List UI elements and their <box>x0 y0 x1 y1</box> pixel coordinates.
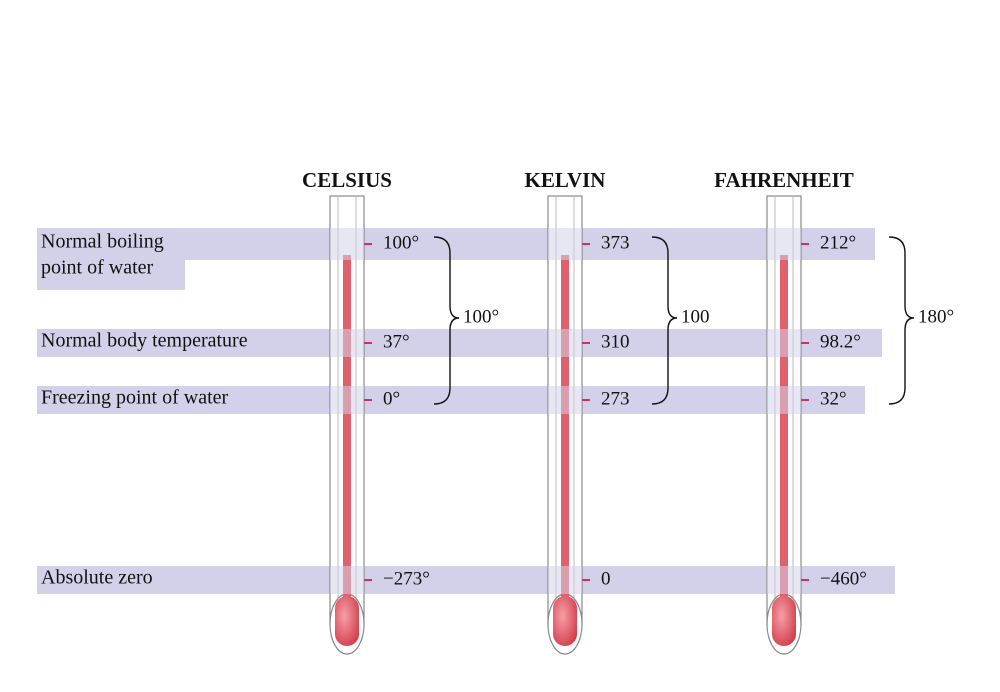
row-band <box>37 566 895 594</box>
tube-band <box>767 329 801 357</box>
row-label: Absolute zero <box>41 567 153 589</box>
mercury <box>343 255 351 605</box>
tube-band <box>767 386 801 414</box>
bulb <box>335 596 359 646</box>
tube-band <box>548 386 582 414</box>
reading: 273 <box>601 388 630 409</box>
tube-band <box>767 566 801 594</box>
reading: −460° <box>820 568 867 589</box>
row-band <box>37 244 185 290</box>
tube-band <box>767 228 801 260</box>
reading: 310 <box>601 331 630 352</box>
tube-band <box>548 228 582 260</box>
tube-band <box>330 228 364 260</box>
reading: 100° <box>383 232 419 253</box>
row-band <box>37 329 882 357</box>
range-label: 100 <box>681 306 710 327</box>
range-label: 180° <box>918 306 954 327</box>
mercury <box>780 255 788 605</box>
brace <box>888 236 915 405</box>
reading: 212° <box>820 232 856 253</box>
reading: 373 <box>601 232 630 253</box>
mercury <box>561 255 569 605</box>
scale-title: CELSIUS <box>302 168 392 192</box>
bulb <box>553 596 577 646</box>
bulb <box>772 596 796 646</box>
reading: 32° <box>820 388 847 409</box>
row-label: point of water <box>41 257 154 279</box>
brace <box>651 236 678 405</box>
row-label: Normal body temperature <box>41 330 248 352</box>
row-band <box>37 386 865 414</box>
reading: −273° <box>383 568 430 589</box>
tube-band <box>330 329 364 357</box>
tube-band <box>548 566 582 594</box>
tube-band <box>330 566 364 594</box>
reading: 0 <box>601 568 611 589</box>
brace <box>433 236 460 405</box>
scale-title: KELVIN <box>525 168 606 192</box>
reading: 0° <box>383 388 400 409</box>
row-label: Freezing point of water <box>41 387 228 409</box>
tube-band <box>548 329 582 357</box>
tube-band <box>330 386 364 414</box>
range-label: 100° <box>463 306 499 327</box>
scale-title: FAHRENHEIT <box>714 168 854 192</box>
reading: 37° <box>383 331 410 352</box>
row-label: Normal boiling <box>41 231 164 253</box>
reading: 98.2° <box>820 331 861 352</box>
